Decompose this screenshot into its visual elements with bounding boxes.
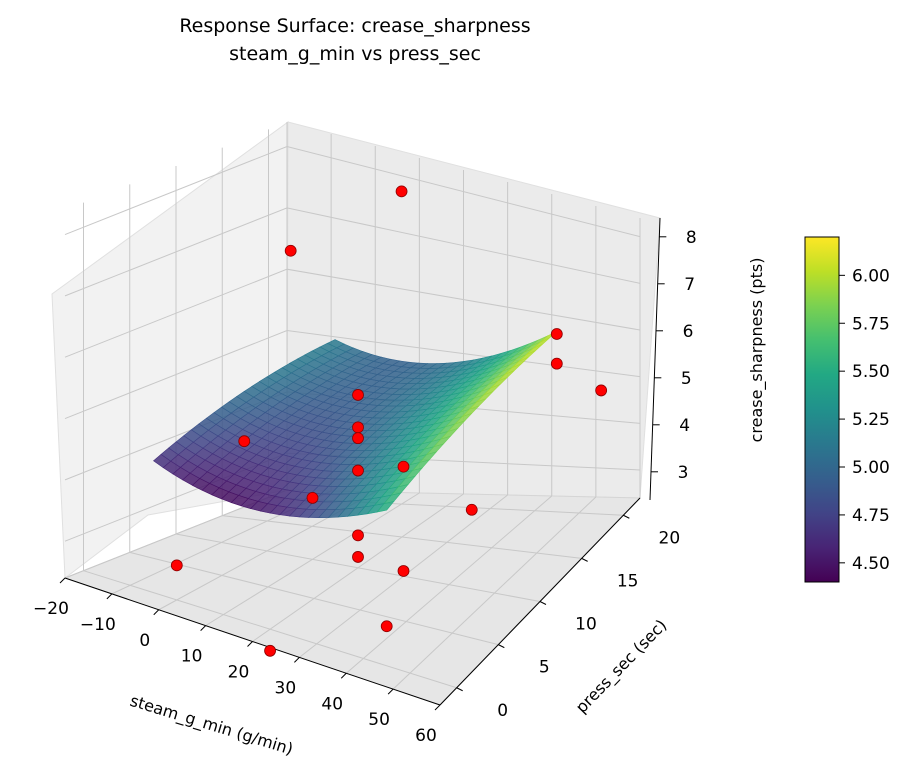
x-tick-mark bbox=[434, 704, 441, 711]
chart-title: Response Surface: crease_sharpness bbox=[179, 15, 530, 37]
colorbar-tick-label: 5.25 bbox=[852, 410, 890, 430]
grid-lines bbox=[64, 122, 641, 706]
data-point bbox=[550, 328, 563, 340]
x-axis-label: steam_g_min (g/min) bbox=[128, 691, 296, 760]
colorbar-tick-label: 5.50 bbox=[852, 362, 890, 382]
data-point bbox=[352, 421, 364, 434]
colorbar-tick-label: 4.75 bbox=[852, 506, 890, 526]
data-point bbox=[550, 357, 563, 370]
y-tick-label: 15 bbox=[617, 571, 639, 591]
data-point bbox=[352, 389, 364, 401]
x-tick-label: −10 bbox=[80, 615, 116, 635]
surface-cell bbox=[376, 501, 395, 513]
colorbar-tick-label: 4.50 bbox=[852, 554, 890, 574]
x-tick-mark bbox=[200, 625, 206, 631]
z-axis-label: crease_sharpness (pts) bbox=[747, 258, 767, 443]
x-tick-label: 40 bbox=[321, 694, 343, 714]
floor-pane bbox=[63, 489, 642, 706]
y-tick-label: 10 bbox=[575, 615, 597, 635]
x-tick-mark bbox=[340, 672, 347, 679]
y-tick-label: 0 bbox=[497, 701, 508, 721]
x-ticks: −20 −10 0 10 20 30 40 50 60 bbox=[33, 577, 441, 746]
data-point bbox=[352, 464, 364, 477]
y-tick-mark bbox=[623, 514, 630, 519]
data-points bbox=[170, 185, 608, 657]
data-point bbox=[397, 565, 410, 577]
colorbar bbox=[804, 236, 840, 583]
data-point bbox=[170, 559, 183, 572]
data-point bbox=[395, 185, 408, 198]
colorbar-tick-label: 5.75 bbox=[852, 314, 890, 334]
grid-z bbox=[64, 268, 641, 358]
x-tick-label: 60 bbox=[415, 726, 437, 746]
z-tick-label: 5 bbox=[681, 369, 692, 389]
y-tick-mark bbox=[456, 687, 463, 692]
colorbar-tick-label: 5.00 bbox=[852, 458, 890, 478]
colorbar-ticks: 4.50 4.75 5.00 5.25 5.50 5.75 6.00 bbox=[839, 266, 890, 574]
data-point bbox=[352, 529, 364, 542]
colorbar-tick-label: 6.00 bbox=[852, 266, 890, 286]
chart-subtitle: steam_g_min vs press_sec bbox=[229, 43, 481, 65]
z-tick-label: 7 bbox=[684, 275, 695, 295]
z-ticks: 3 4 5 6 7 8 bbox=[651, 228, 697, 483]
grid-y-floor bbox=[129, 551, 499, 646]
grid-y-floor bbox=[175, 533, 541, 602]
y-tick-label: 20 bbox=[659, 528, 681, 548]
grid-y-floor bbox=[83, 570, 457, 689]
data-point bbox=[352, 551, 364, 563]
data-point bbox=[595, 384, 608, 397]
grid-z bbox=[64, 207, 641, 297]
z-tick-label: 3 bbox=[678, 463, 689, 483]
data-point bbox=[380, 620, 393, 633]
x-tick-label: 0 bbox=[139, 631, 150, 651]
z-tick-label: 6 bbox=[683, 322, 694, 342]
x-tick-label: 50 bbox=[368, 710, 390, 730]
x-tick-label: 30 bbox=[275, 678, 297, 698]
x-tick-label: −20 bbox=[33, 599, 69, 619]
grid-z bbox=[64, 146, 641, 238]
x-tick-mark bbox=[247, 641, 253, 647]
data-point bbox=[465, 503, 478, 516]
x-tick-mark bbox=[387, 688, 394, 695]
response-surface bbox=[152, 331, 558, 519]
x-tick-mark bbox=[294, 657, 300, 663]
data-point bbox=[264, 644, 276, 657]
y-tick-mark bbox=[498, 644, 505, 649]
y-tick-label: 5 bbox=[539, 658, 550, 678]
x-tick-label: 10 bbox=[181, 647, 203, 667]
x-tick-mark bbox=[106, 593, 113, 600]
x-tick-label: 20 bbox=[228, 663, 250, 683]
x-tick-mark bbox=[153, 609, 160, 616]
y-ticks: 0 5 10 15 20 bbox=[456, 514, 681, 721]
z-axis-line bbox=[649, 217, 661, 501]
data-point bbox=[397, 460, 410, 473]
z-tick-label: 4 bbox=[679, 416, 690, 436]
y-tick-mark bbox=[581, 557, 588, 562]
x-tick-mark bbox=[59, 577, 66, 584]
data-point bbox=[284, 244, 297, 257]
z-tick-label: 8 bbox=[686, 228, 697, 248]
data-point bbox=[352, 432, 364, 445]
data-point bbox=[238, 435, 251, 448]
grid-y-floor bbox=[222, 515, 582, 559]
y-tick-mark bbox=[539, 601, 547, 605]
data-point bbox=[306, 491, 319, 504]
